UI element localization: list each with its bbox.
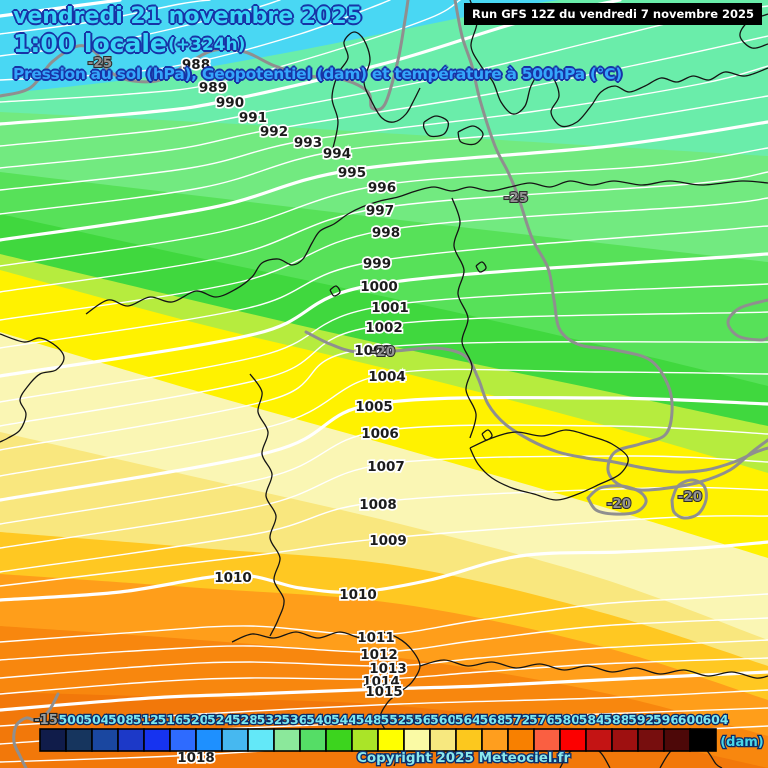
svg-text:1003: 1003	[354, 343, 392, 359]
svg-text:1010: 1010	[339, 587, 377, 603]
svg-text:1001: 1001	[371, 300, 409, 316]
svg-text:548: 548	[356, 712, 382, 727]
svg-text:1005: 1005	[355, 399, 393, 415]
svg-text:995: 995	[338, 165, 366, 181]
svg-text:560: 560	[430, 712, 456, 727]
svg-text:994: 994	[323, 146, 351, 162]
svg-text:993: 993	[294, 135, 322, 151]
svg-text:1006: 1006	[361, 426, 399, 442]
svg-text:528: 528	[232, 712, 258, 727]
svg-text:1008: 1008	[359, 497, 397, 513]
map-subtitle: Pression au sol (hPa), Geopotentiel (dam…	[13, 65, 622, 83]
map-time-title: 1:00 locale	[13, 29, 167, 58]
svg-text:592: 592	[628, 712, 654, 727]
svg-text:576: 576	[529, 712, 555, 727]
svg-text:-15: -15	[34, 712, 58, 728]
svg-text:556: 556	[405, 712, 431, 727]
copyright-text: Copyright 2025 Meteociel.fr	[357, 750, 571, 766]
svg-text:996: 996	[368, 180, 396, 196]
svg-text:-25: -25	[504, 190, 528, 206]
svg-text:1002: 1002	[365, 320, 403, 336]
svg-text:500: 500	[58, 712, 84, 727]
svg-text:536: 536	[281, 712, 307, 727]
svg-text:1012: 1012	[360, 647, 398, 663]
svg-text:552: 552	[380, 712, 406, 727]
svg-text:1000: 1000	[360, 279, 398, 295]
svg-text:988: 988	[182, 57, 210, 73]
svg-text:1018: 1018	[177, 750, 215, 766]
forecast-offset-label: (+324h)	[168, 35, 246, 55]
svg-text:997: 997	[366, 203, 394, 219]
colorbar: 5005045085125165205245285325365405445485…	[33, 711, 730, 752]
svg-text:544: 544	[331, 712, 357, 727]
svg-text:989: 989	[199, 80, 227, 96]
svg-text:584: 584	[579, 712, 605, 727]
map-date-title: vendredi 21 novembre 2025	[13, 4, 363, 29]
svg-text:520: 520	[182, 712, 208, 727]
svg-text:992: 992	[260, 124, 288, 140]
svg-text:-20: -20	[678, 489, 702, 505]
svg-text:588: 588	[603, 712, 629, 727]
svg-text:999: 999	[363, 256, 391, 272]
svg-text:-20: -20	[607, 496, 631, 512]
svg-text:516: 516	[158, 712, 184, 727]
svg-text:1014: 1014	[362, 674, 400, 690]
svg-text:524: 524	[207, 712, 233, 727]
svg-text:1007: 1007	[367, 459, 405, 475]
svg-text:580: 580	[554, 712, 580, 727]
colorbar-unit-label: (dam)	[720, 735, 764, 750]
svg-text:564: 564	[455, 712, 481, 727]
svg-text:1009: 1009	[369, 533, 407, 549]
svg-text:991: 991	[239, 110, 267, 126]
pressure-labels: 9889899909919929939949959969979989991000…	[176, 55, 411, 767]
svg-text:596: 596	[653, 712, 679, 727]
svg-text:1011: 1011	[357, 630, 395, 646]
svg-text:532: 532	[257, 712, 283, 727]
svg-text:504: 504	[83, 712, 109, 727]
svg-text:1010: 1010	[214, 570, 252, 586]
svg-text:-15: -15	[34, 713, 58, 728]
svg-text:604: 604	[702, 712, 728, 727]
svg-text:568: 568	[480, 712, 506, 727]
svg-text:1013: 1013	[369, 661, 407, 677]
svg-text:1015: 1015	[365, 684, 403, 700]
svg-text:572: 572	[504, 712, 530, 727]
svg-text:512: 512	[133, 712, 159, 727]
svg-text:990: 990	[216, 95, 244, 111]
svg-text:998: 998	[372, 225, 400, 241]
run-info-badge: Run GFS 12Z du vendredi 7 novembre 2025	[463, 3, 762, 25]
svg-text:-25: -25	[88, 55, 112, 71]
svg-text:1004: 1004	[368, 369, 406, 385]
temperature-labels: -25 -25 -20 -20 -20 -15	[33, 54, 703, 729]
svg-text:540: 540	[306, 712, 332, 727]
svg-text:600: 600	[678, 712, 704, 727]
svg-text:-20: -20	[371, 344, 395, 360]
svg-text:508: 508	[108, 712, 134, 727]
